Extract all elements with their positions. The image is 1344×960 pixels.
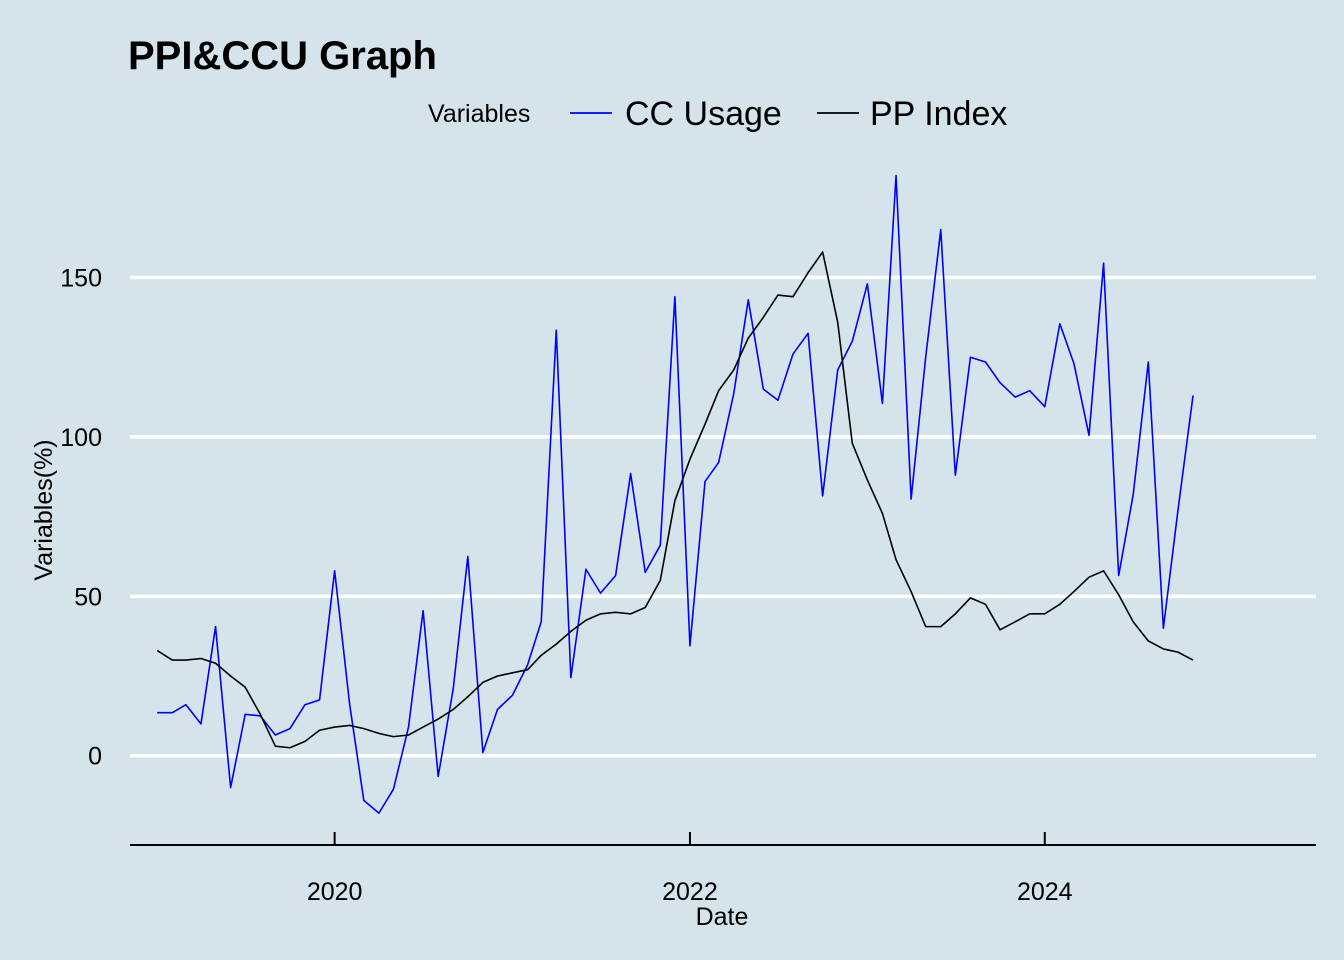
y-axis-ticks: 0 50 100 150 [60,265,102,771]
legend-label-pp-index: PP Index [870,95,1007,133]
y-tick-label: 150 [60,265,102,293]
x-axis-title: Date [696,903,749,931]
series-line-cc-usage [157,174,1194,814]
y-tick-label: 100 [60,424,102,452]
legend-title: Variables [428,100,530,128]
x-tick-label: 2020 [307,878,363,906]
x-tick-label: 2024 [1017,878,1073,906]
y-axis-title: Variables(%) [30,439,58,580]
legend-label-cc-usage: CC Usage [625,95,782,133]
chart-title: PPI&CCU Graph [128,34,437,78]
y-tick-label: 0 [88,743,102,771]
series-lines [156,174,1194,814]
series-line-pp-index [156,251,1194,749]
x-axis-ticks: 2020 2022 2024 [307,832,1073,906]
y-tick-label: 50 [74,583,102,611]
legend: Variables CC Usage PP Index [428,95,1007,133]
x-tick-label: 2022 [662,878,718,906]
grid-lines [130,275,1316,758]
